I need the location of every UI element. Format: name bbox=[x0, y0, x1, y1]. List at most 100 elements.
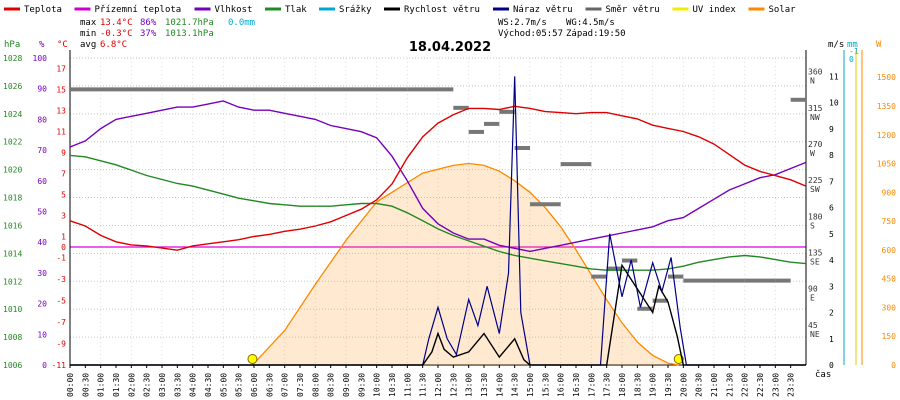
dir-tick-label: 225 bbox=[808, 176, 823, 185]
solar-tick-label: 1050 bbox=[877, 160, 896, 169]
series-lines bbox=[69, 76, 807, 366]
wind-tick-label: 11 bbox=[829, 72, 839, 81]
x-tick-label: 22:00 bbox=[741, 373, 750, 397]
x-tick-label: 02:30 bbox=[143, 373, 152, 397]
press-tick-label: 1024 bbox=[3, 110, 22, 119]
hum-tick-label: 100 bbox=[33, 54, 48, 63]
stat-hum-min: 37% bbox=[140, 29, 157, 39]
x-tick-label: 07:30 bbox=[296, 373, 305, 397]
press-tick-label: 1028 bbox=[3, 54, 22, 63]
rain-tick-label: -1 bbox=[849, 47, 859, 56]
legend-label: UV index bbox=[693, 5, 737, 15]
dir-tick-label: SE bbox=[810, 258, 820, 267]
dir-tick-label: 45 bbox=[808, 321, 818, 330]
stat-ws: WS:2.7m/s bbox=[498, 18, 547, 28]
stat-rain: 0.0mm bbox=[228, 18, 255, 28]
x-tick-label: 13:30 bbox=[480, 373, 489, 397]
x-tick-label: 23:30 bbox=[787, 373, 796, 397]
sunrise-marker bbox=[247, 354, 258, 364]
x-tick-label: 11:30 bbox=[419, 373, 428, 397]
temp-tick-label: -1 bbox=[56, 254, 66, 263]
wind-tick-label: 4 bbox=[829, 256, 834, 265]
unit-temp: °C bbox=[57, 40, 68, 50]
x-tick-label: 05:00 bbox=[219, 373, 228, 397]
press-tick-label: 1012 bbox=[3, 277, 22, 286]
hum-tick-label: 70 bbox=[37, 146, 47, 155]
stat-hum-max: 86% bbox=[140, 18, 157, 28]
x-tick-label: 21:30 bbox=[725, 373, 734, 397]
dir-tick-label: E bbox=[810, 294, 815, 303]
x-tick-label: 23:00 bbox=[771, 373, 780, 397]
stat-temp-min: -0.3°C bbox=[100, 29, 133, 39]
press-tick-label: 1018 bbox=[3, 194, 22, 203]
press-tick-label: 1020 bbox=[3, 166, 22, 175]
x-tick-label: 02:00 bbox=[127, 373, 136, 397]
wind-speed-line bbox=[70, 263, 806, 366]
x-tick-label: 13:00 bbox=[465, 373, 474, 397]
dir-tick-label: NW bbox=[810, 113, 820, 122]
press-tick-label: 1016 bbox=[3, 221, 22, 230]
x-tick-label: 19:30 bbox=[664, 373, 673, 397]
solar-area bbox=[247, 162, 684, 366]
unit-rain: mm bbox=[847, 40, 858, 50]
temp-tick-label: -11 bbox=[52, 361, 67, 370]
x-tick-label: 22:30 bbox=[756, 373, 765, 397]
legend-label: Směr větru bbox=[606, 5, 660, 15]
dir-tick-label: N bbox=[810, 77, 815, 86]
dir-tick-label: 90 bbox=[808, 285, 818, 294]
hum-tick-label: 90 bbox=[37, 85, 47, 94]
hum-tick-label: 40 bbox=[37, 238, 47, 247]
humidity-line bbox=[69, 100, 807, 253]
x-tick-label: 17:00 bbox=[587, 373, 596, 397]
x-tick-label: 09:30 bbox=[357, 373, 366, 397]
temp-tick-label: -3 bbox=[56, 275, 66, 284]
x-tick-label: 16:30 bbox=[572, 373, 581, 397]
x-tick-label: 19:00 bbox=[649, 373, 658, 397]
hum-tick-label: 0 bbox=[42, 361, 47, 370]
wind-tick-label: 8 bbox=[829, 151, 834, 160]
solar-tick-label: 900 bbox=[882, 188, 897, 197]
unit-hum: % bbox=[39, 40, 45, 50]
hum-tick-label: 80 bbox=[37, 115, 47, 124]
dir-tick-label: 315 bbox=[808, 104, 823, 113]
rain-tick-label: 0 bbox=[849, 55, 854, 64]
stat-press-min: 1013.1hPa bbox=[165, 29, 214, 39]
unit-time: čas bbox=[815, 369, 831, 380]
x-tick-label: 03:00 bbox=[158, 373, 167, 397]
press-tick-label: 1026 bbox=[3, 82, 22, 91]
dir-tick-label: 180 bbox=[808, 212, 823, 221]
x-tick-label: 20:00 bbox=[679, 373, 688, 397]
stat-sunrise: Východ:05:57 bbox=[498, 29, 563, 39]
x-tick-label: 15:30 bbox=[541, 373, 550, 397]
temp-tick-label: 9 bbox=[61, 149, 66, 158]
temp-tick-label: 5 bbox=[61, 191, 66, 200]
dir-tick-label: SW bbox=[810, 185, 820, 194]
legend-label: Teplota bbox=[24, 5, 62, 15]
temp-tick-label: 7 bbox=[61, 170, 66, 179]
x-tick-label: 21:00 bbox=[710, 373, 719, 397]
stat-sunset: Západ:19:50 bbox=[566, 29, 626, 39]
wind-tick-label: 6 bbox=[829, 204, 834, 213]
stat-max-label: max bbox=[80, 18, 97, 28]
stat-press-max: 1021.7hPa bbox=[165, 18, 214, 28]
x-tick-label: 12:00 bbox=[434, 373, 443, 397]
x-tick-label: 04:30 bbox=[204, 373, 213, 397]
solar-tick-label: 1350 bbox=[877, 102, 896, 111]
axes: 1028102610241022102010181016101410121010… bbox=[3, 47, 896, 397]
solar-tick-label: 450 bbox=[882, 275, 897, 284]
chart-title: 18.04.2022 bbox=[409, 40, 491, 55]
pressure-line bbox=[69, 154, 807, 271]
x-tick-label: 09:00 bbox=[342, 373, 351, 397]
legend-label: Náraz větru bbox=[513, 5, 573, 15]
x-tick-label: 04:00 bbox=[189, 373, 198, 397]
press-tick-label: 1008 bbox=[3, 333, 22, 342]
hum-tick-label: 30 bbox=[37, 269, 47, 278]
x-tick-label: 03:30 bbox=[173, 373, 182, 397]
x-tick-label: 06:30 bbox=[265, 373, 274, 397]
press-tick-label: 1010 bbox=[3, 305, 22, 314]
temp-tick-label: 15 bbox=[56, 86, 66, 95]
solar-tick-label: 600 bbox=[882, 246, 897, 255]
dir-tick-label: 270 bbox=[808, 140, 823, 149]
